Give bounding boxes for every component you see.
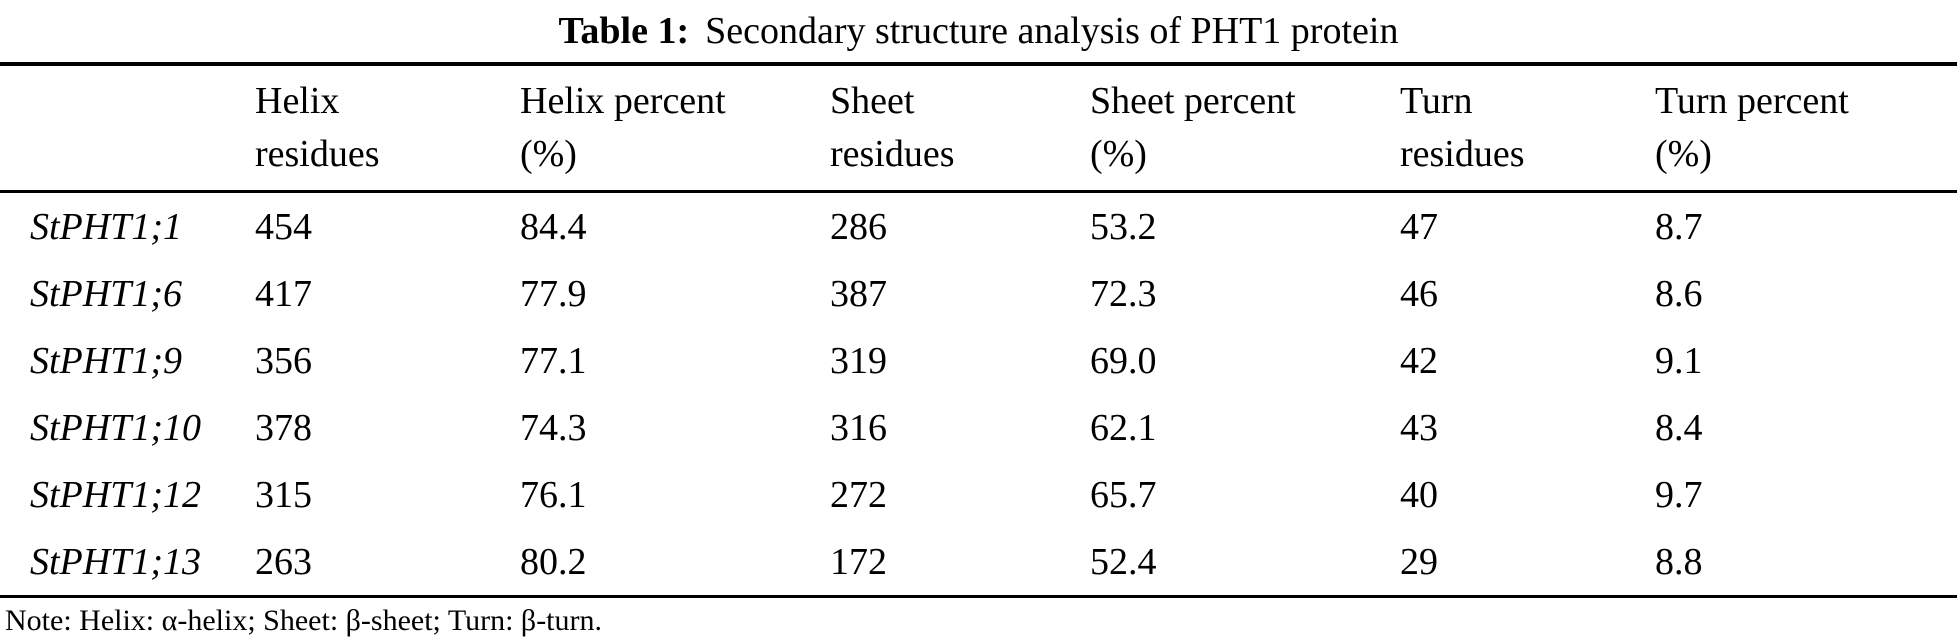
- sheet-residues-cell: 286: [830, 205, 887, 248]
- gene-name-cell: StPHT1;1: [30, 205, 182, 248]
- col-header-text: Helix: [255, 80, 340, 122]
- turn-residues-cell: 47: [1400, 205, 1438, 248]
- sheet-percent-cell: 65.7: [1090, 473, 1157, 516]
- sheet-residues-cell: 272: [830, 473, 887, 516]
- table-row: StPHT1;10 378 74.3 316 62.1 43 8.4: [0, 394, 1957, 461]
- helix-percent-cell: 77.1: [520, 339, 587, 382]
- table-footnote: Note: Helix: α-helix; Sheet: β-sheet; Tu…: [0, 598, 1957, 641]
- col-header-text: (%): [520, 133, 577, 175]
- table-caption: Table 1: Secondary structure analysis of …: [0, 0, 1957, 62]
- helix-percent-cell: 76.1: [520, 473, 587, 516]
- helix-percent-cell: 80.2: [520, 528, 830, 598]
- col-header-text: (%): [1090, 133, 1147, 175]
- turn-percent-cell: 8.6: [1655, 272, 1703, 315]
- sheet-percent-cell: 53.2: [1090, 205, 1157, 248]
- col-header-text: (%): [1655, 133, 1712, 175]
- turn-percent-cell: 9.7: [1655, 473, 1703, 516]
- turn-residues-cell: 29: [1400, 528, 1655, 598]
- turn-percent-cell: 8.8: [1655, 528, 1957, 598]
- secondary-structure-table: Helix residues Helix percent (%) Sheet r…: [0, 62, 1957, 598]
- col-header-text: Helix percent: [520, 80, 726, 122]
- gene-name-cell: StPHT1;12: [30, 473, 201, 516]
- gene-name-cell: StPHT1;9: [30, 339, 182, 382]
- sheet-percent-cell: 62.1: [1090, 406, 1157, 449]
- helix-residues-cell: 315: [255, 473, 312, 516]
- table-header-row: Helix residues Helix percent (%) Sheet r…: [0, 64, 1957, 193]
- col-header-sheet-residues: Sheet residues: [830, 64, 1090, 193]
- helix-percent-cell: 74.3: [520, 406, 587, 449]
- col-header-text: Turn: [1400, 80, 1473, 122]
- turn-percent-cell: 8.4: [1655, 406, 1703, 449]
- col-header-turn-percent: Turn percent (%): [1655, 64, 1957, 193]
- col-header-empty: [0, 64, 255, 193]
- sheet-residues-cell: 387: [830, 272, 887, 315]
- col-header-text: residues: [255, 133, 380, 175]
- helix-residues-cell: 417: [255, 272, 312, 315]
- col-header-helix-percent: Helix percent (%): [520, 64, 830, 193]
- col-header-text: residues: [1400, 133, 1525, 175]
- helix-residues-cell: 378: [255, 406, 312, 449]
- sheet-residues-cell: 319: [830, 339, 887, 382]
- turn-percent-cell: 9.1: [1655, 339, 1703, 382]
- turn-residues-cell: 40: [1400, 473, 1438, 516]
- col-header-helix-residues: Helix residues: [255, 64, 520, 193]
- helix-residues-cell: 454: [255, 205, 312, 248]
- gene-name-cell: StPHT1;6: [30, 272, 182, 315]
- turn-residues-cell: 43: [1400, 406, 1438, 449]
- table-caption-label: Table 1:: [558, 10, 690, 52]
- col-header-sheet-percent: Sheet percent (%): [1090, 64, 1400, 193]
- col-header-text: residues: [830, 133, 955, 175]
- col-header-text: Turn percent: [1655, 80, 1849, 122]
- helix-residues-cell: 356: [255, 339, 312, 382]
- table-caption-text: Secondary structure analysis of PHT1 pro…: [705, 10, 1399, 52]
- helix-residues-cell: 263: [255, 528, 520, 598]
- helix-percent-cell: 77.9: [520, 272, 587, 315]
- sheet-residues-cell: 172: [830, 528, 1090, 598]
- table-row: StPHT1;6 417 77.9 387 72.3 46 8.6: [0, 260, 1957, 327]
- sheet-percent-cell: 69.0: [1090, 339, 1157, 382]
- table-row: StPHT1;1 454 84.4 286 53.2 47 8.7: [0, 192, 1957, 261]
- turn-residues-cell: 42: [1400, 339, 1438, 382]
- turn-percent-cell: 8.7: [1655, 205, 1703, 248]
- sheet-percent-cell: 52.4: [1090, 528, 1400, 598]
- turn-residues-cell: 46: [1400, 272, 1438, 315]
- helix-percent-cell: 84.4: [520, 205, 587, 248]
- sheet-residues-cell: 316: [830, 406, 887, 449]
- gene-name-cell: StPHT1;10: [30, 406, 201, 449]
- col-header-turn-residues: Turn residues: [1400, 64, 1655, 193]
- table-row: StPHT1;12 315 76.1 272 65.7 40 9.7: [0, 461, 1957, 528]
- gene-name-cell: StPHT1;13: [0, 528, 255, 598]
- table-row: StPHT1;13 263 80.2 172 52.4 29 8.8: [0, 528, 1957, 598]
- col-header-text: Sheet: [830, 80, 915, 122]
- table-row: StPHT1;9 356 77.1 319 69.0 42 9.1: [0, 327, 1957, 394]
- col-header-text: Sheet percent: [1090, 80, 1296, 122]
- sheet-percent-cell: 72.3: [1090, 272, 1157, 315]
